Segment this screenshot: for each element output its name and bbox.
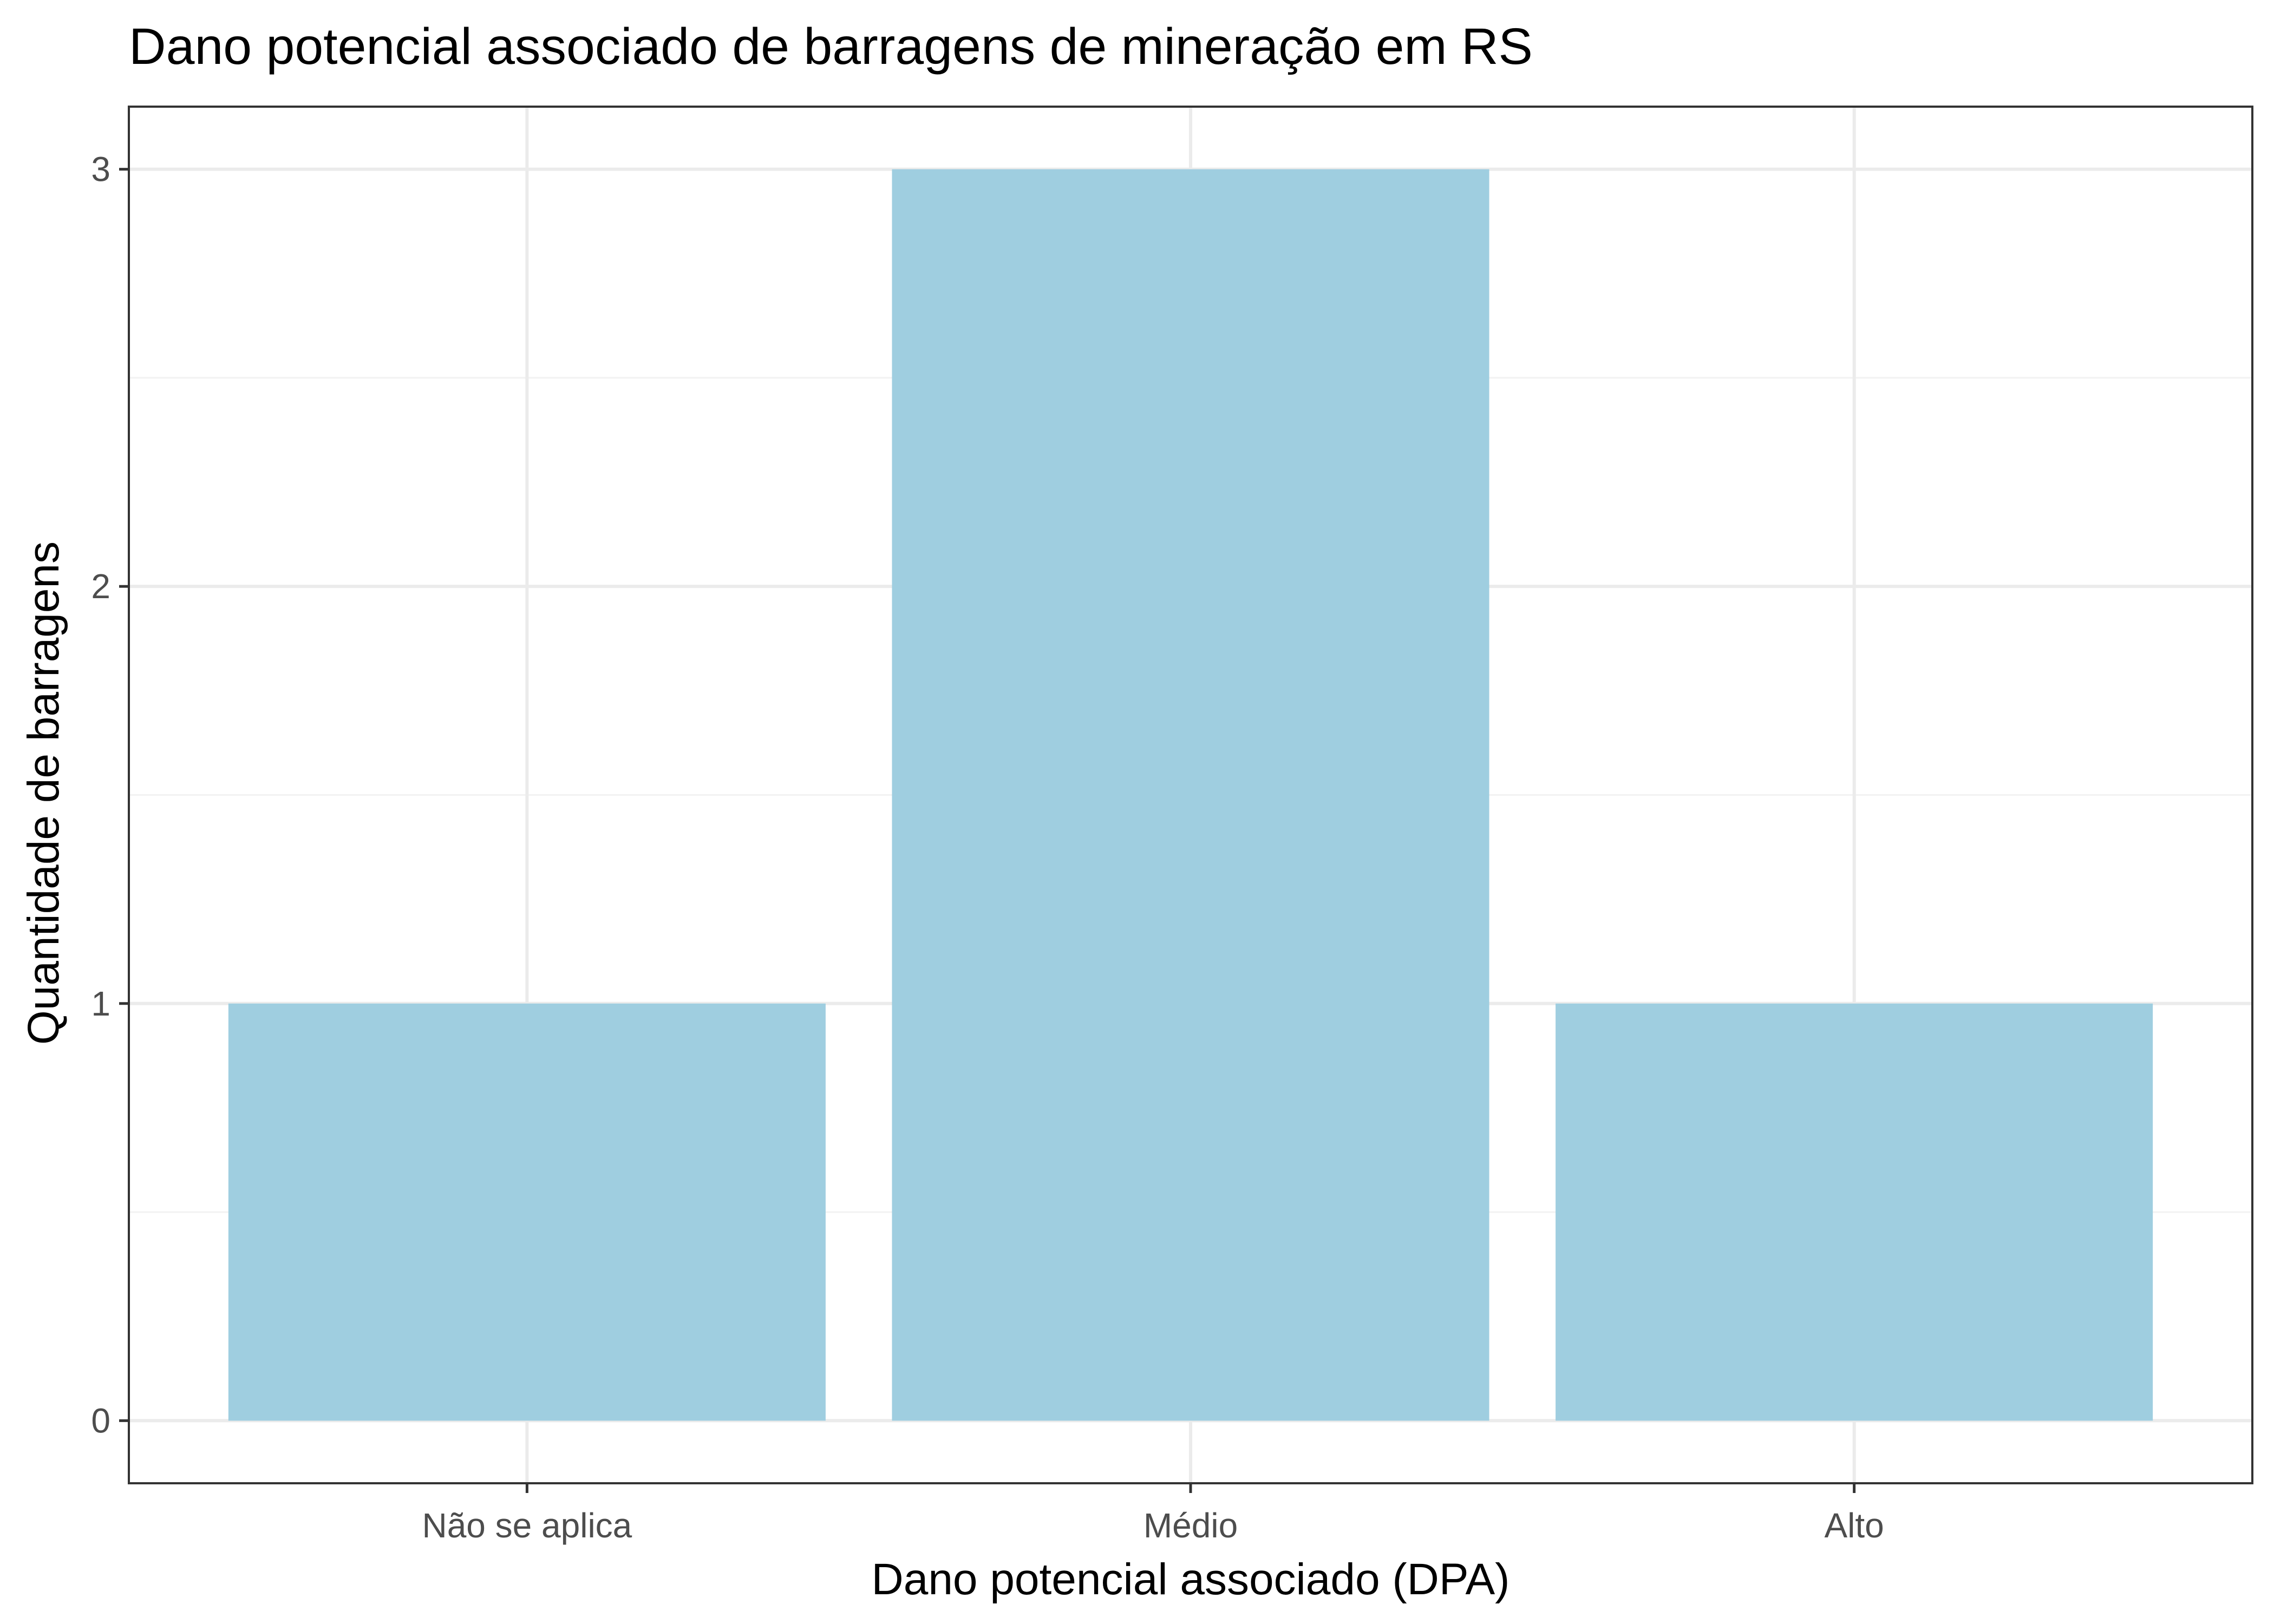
y-axis-title: Quantidade de barragens — [19, 541, 68, 1045]
y-tick-label: 1 — [91, 984, 110, 1023]
y-tick-label: 0 — [91, 1401, 110, 1440]
x-axis: Não se aplica Médio Alto — [422, 1483, 1884, 1545]
x-axis-title: Dano potencial associado (DPA) — [872, 1555, 1510, 1604]
x-tick-label: Médio — [1143, 1506, 1238, 1545]
chart-title: Dano potencial associado de barragens de… — [129, 18, 1533, 75]
bar-2 — [1556, 1003, 2153, 1421]
bar-0 — [228, 1003, 826, 1421]
x-tick-label: Não se aplica — [422, 1506, 632, 1545]
bars-layer — [228, 169, 2153, 1421]
x-tick-label: Alto — [1824, 1506, 1884, 1545]
y-tick-label: 2 — [91, 567, 110, 606]
y-axis: 0 1 2 3 — [91, 150, 129, 1440]
bar-1 — [892, 169, 1489, 1421]
y-tick-label: 3 — [91, 150, 110, 189]
